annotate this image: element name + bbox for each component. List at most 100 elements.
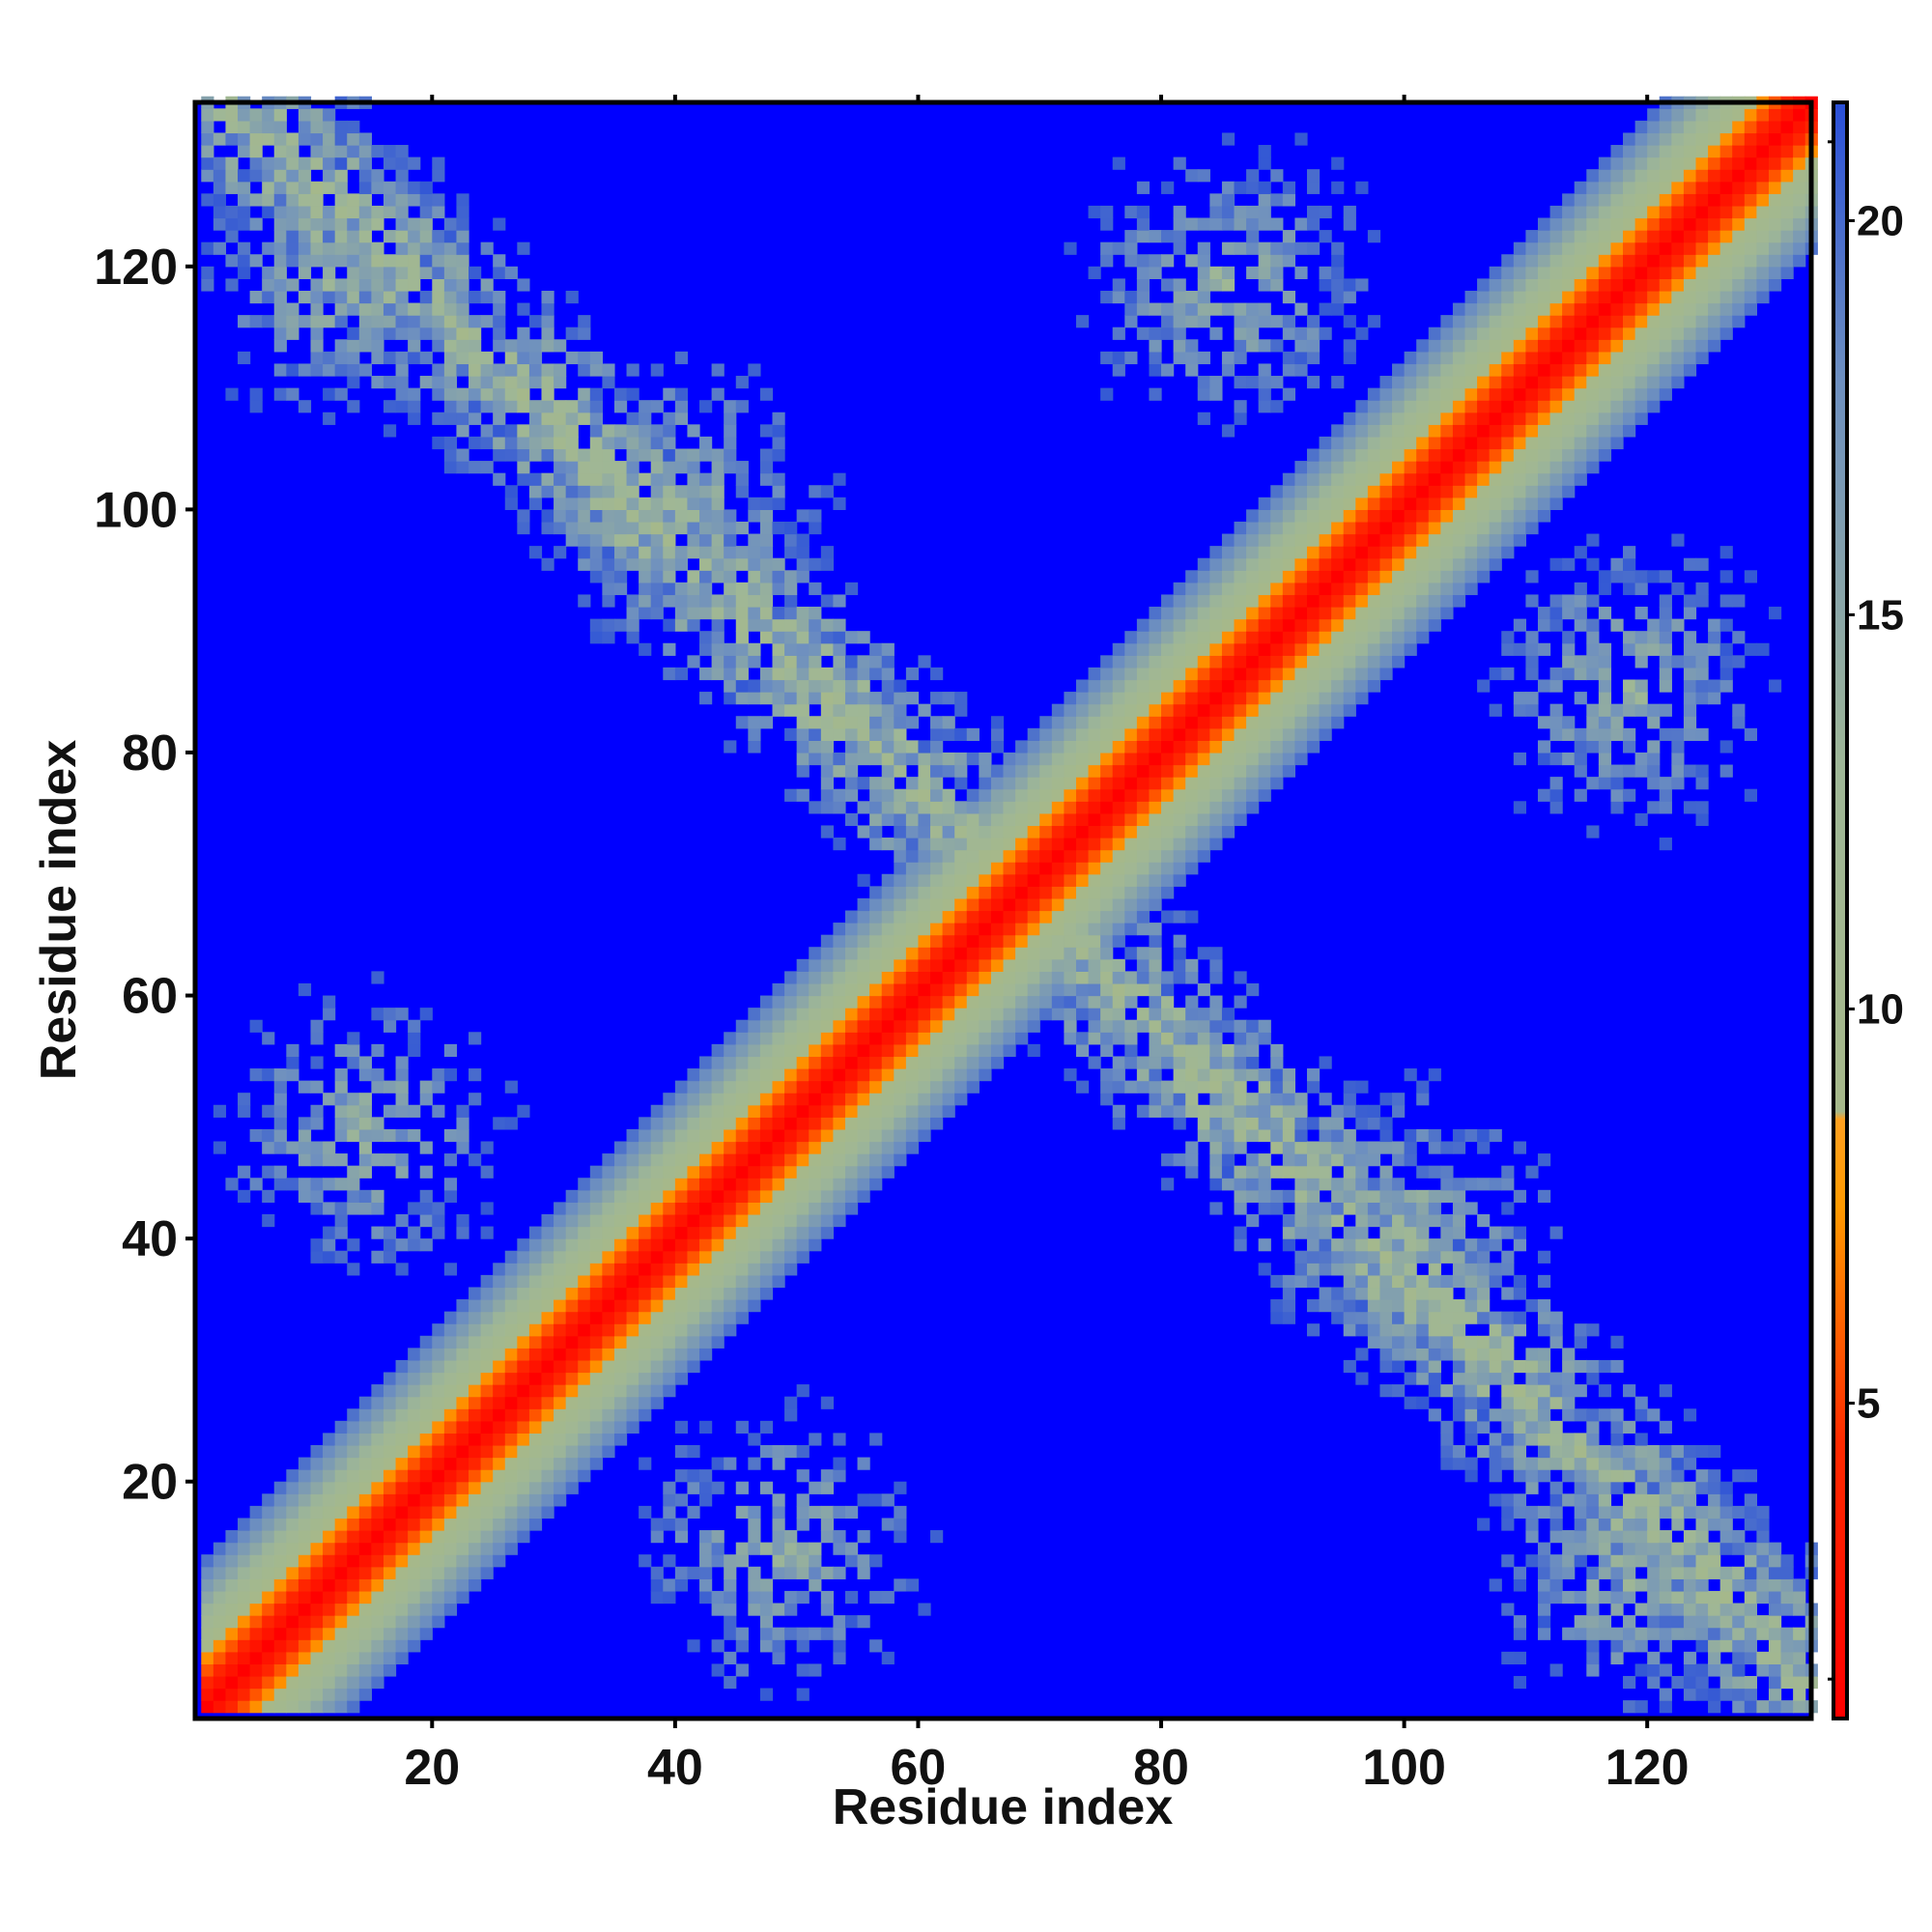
heatmap-cell [1355,1178,1369,1191]
heatmap-cell [1525,363,1539,377]
heatmap-cell [930,849,944,863]
heatmap-cell [784,1542,798,1555]
heatmap-cell [493,254,506,268]
heatmap-cell [1428,618,1441,632]
heatmap-cell [1416,631,1430,644]
heatmap-cell [1051,825,1065,838]
heatmap-cell [419,1189,433,1203]
heatmap-cell [626,631,639,644]
heatmap-cell [613,557,628,571]
heatmap-cell [724,1104,737,1118]
heatmap-cell [528,400,543,413]
heatmap-cell [1525,1481,1539,1494]
heatmap-cell [298,290,312,304]
heatmap-cell [699,1202,713,1215]
heatmap-cell [674,1213,689,1228]
heatmap-cell [1075,838,1090,851]
heatmap-cell [1452,521,1466,535]
heatmap-cell [1270,1141,1284,1154]
heatmap-cell [735,1226,749,1239]
heatmap-cell [1477,1213,1491,1228]
heatmap-cell [1124,302,1138,316]
heatmap-cell [1477,570,1491,583]
heatmap-cell [504,1335,518,1349]
heatmap-cell [1075,703,1090,717]
heatmap-cell [347,1542,360,1555]
heatmap-cell [480,461,494,474]
heatmap-cell [1477,400,1491,413]
heatmap-cell [1173,801,1186,814]
heatmap-cell [1124,849,1138,863]
heatmap-cell [347,230,360,243]
heatmap-cell [1428,472,1441,486]
heatmap-cell [759,1178,774,1191]
heatmap-cell [383,205,397,219]
heatmap-cell [905,897,920,912]
heatmap-cell [1282,1104,1295,1118]
heatmap-cell [639,1165,652,1179]
heatmap-cell [1404,631,1417,644]
heatmap-cell [1246,667,1260,681]
heatmap-cell [323,387,336,401]
heatmap-cell [1221,181,1236,194]
heatmap-cell [796,1493,810,1507]
heatmap-cell [942,825,955,838]
heatmap-cell [1452,570,1466,583]
heatmap-cell [663,521,676,535]
heatmap-cell [796,788,810,802]
heatmap-cell [528,424,543,438]
heatmap-cell [918,777,931,790]
heatmap-cell [334,351,348,365]
heatmap-cell [1355,533,1369,547]
heatmap-cell [238,1104,251,1118]
heatmap-cell [820,947,834,960]
heatmap-cell [602,546,615,559]
heatmap-cell [894,1153,907,1167]
heatmap-cell [894,1104,907,1118]
heatmap-cell [833,667,846,681]
heatmap-cell [796,1554,810,1568]
heatmap-cell [358,242,372,255]
heatmap-cell [480,1335,494,1349]
heatmap-cell [905,947,920,960]
heatmap-cell [565,1433,579,1446]
heatmap-cell [1149,1008,1162,1021]
heatmap-cell [565,472,579,486]
heatmap-cell [942,1043,955,1058]
heatmap-cell [1209,387,1223,401]
heatmap-cell [1331,618,1345,632]
heatmap-cell [1015,873,1029,887]
heatmap-cell [1270,655,1284,668]
heatmap-cell [1173,1056,1186,1069]
heatmap-cell [1367,521,1381,535]
heatmap-cell [528,1444,543,1459]
heatmap-cell [383,315,397,328]
heatmap-cell [238,242,251,255]
heatmap-cell [1039,716,1053,729]
heatmap-cell [759,679,774,693]
heatmap-cell [1343,618,1356,632]
heatmap-cell [881,1080,895,1094]
heatmap-cell [772,1493,785,1507]
heatmap-cell [469,400,482,413]
heatmap-cell [1246,181,1260,194]
heatmap-cell [1525,570,1539,583]
heatmap-cell [358,1469,372,1483]
heatmap-cell [724,1457,737,1470]
heatmap-cell [1416,1299,1430,1313]
heatmap-cell [541,1372,554,1385]
heatmap-cell [809,1542,822,1555]
heatmap-cell [1379,424,1393,438]
heatmap-cell [711,1141,724,1154]
heatmap-cell [395,351,409,365]
heatmap-cell [1525,376,1539,389]
heatmap-cell [857,1165,870,1179]
heatmap-cell [517,1444,530,1459]
heatmap-cell [1525,266,1539,279]
heatmap-cell [1343,1250,1356,1264]
heatmap-cell [857,897,870,912]
heatmap-cell [1416,485,1430,498]
heatmap-cell [395,254,409,268]
heatmap-cell [1319,546,1332,559]
heatmap-cell [833,1128,846,1143]
